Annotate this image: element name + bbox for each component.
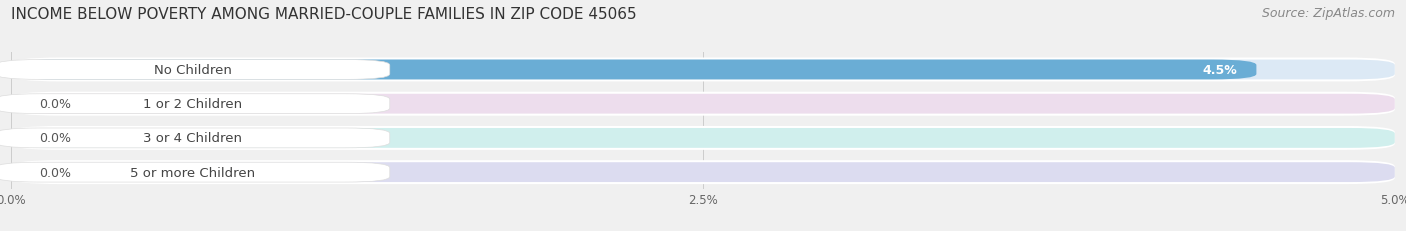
Text: 0.0%: 0.0% — [39, 166, 70, 179]
FancyBboxPatch shape — [0, 128, 389, 148]
Text: 0.0%: 0.0% — [39, 98, 70, 111]
Text: 1 or 2 Children: 1 or 2 Children — [143, 98, 242, 111]
FancyBboxPatch shape — [0, 94, 389, 114]
Text: 4.5%: 4.5% — [1202, 64, 1237, 77]
FancyBboxPatch shape — [11, 92, 1395, 116]
FancyBboxPatch shape — [11, 60, 1257, 80]
Text: INCOME BELOW POVERTY AMONG MARRIED-COUPLE FAMILIES IN ZIP CODE 45065: INCOME BELOW POVERTY AMONG MARRIED-COUPL… — [11, 7, 637, 22]
Text: 3 or 4 Children: 3 or 4 Children — [143, 132, 242, 145]
Text: No Children: No Children — [153, 64, 232, 77]
FancyBboxPatch shape — [11, 60, 1395, 80]
FancyBboxPatch shape — [11, 128, 1395, 148]
Text: 0.0%: 0.0% — [39, 132, 70, 145]
FancyBboxPatch shape — [11, 94, 1395, 114]
FancyBboxPatch shape — [11, 126, 1395, 150]
FancyBboxPatch shape — [11, 58, 1395, 82]
FancyBboxPatch shape — [11, 161, 1395, 184]
FancyBboxPatch shape — [0, 60, 389, 80]
Text: Source: ZipAtlas.com: Source: ZipAtlas.com — [1261, 7, 1395, 20]
FancyBboxPatch shape — [11, 162, 1395, 182]
FancyBboxPatch shape — [0, 162, 389, 182]
Text: 5 or more Children: 5 or more Children — [131, 166, 254, 179]
